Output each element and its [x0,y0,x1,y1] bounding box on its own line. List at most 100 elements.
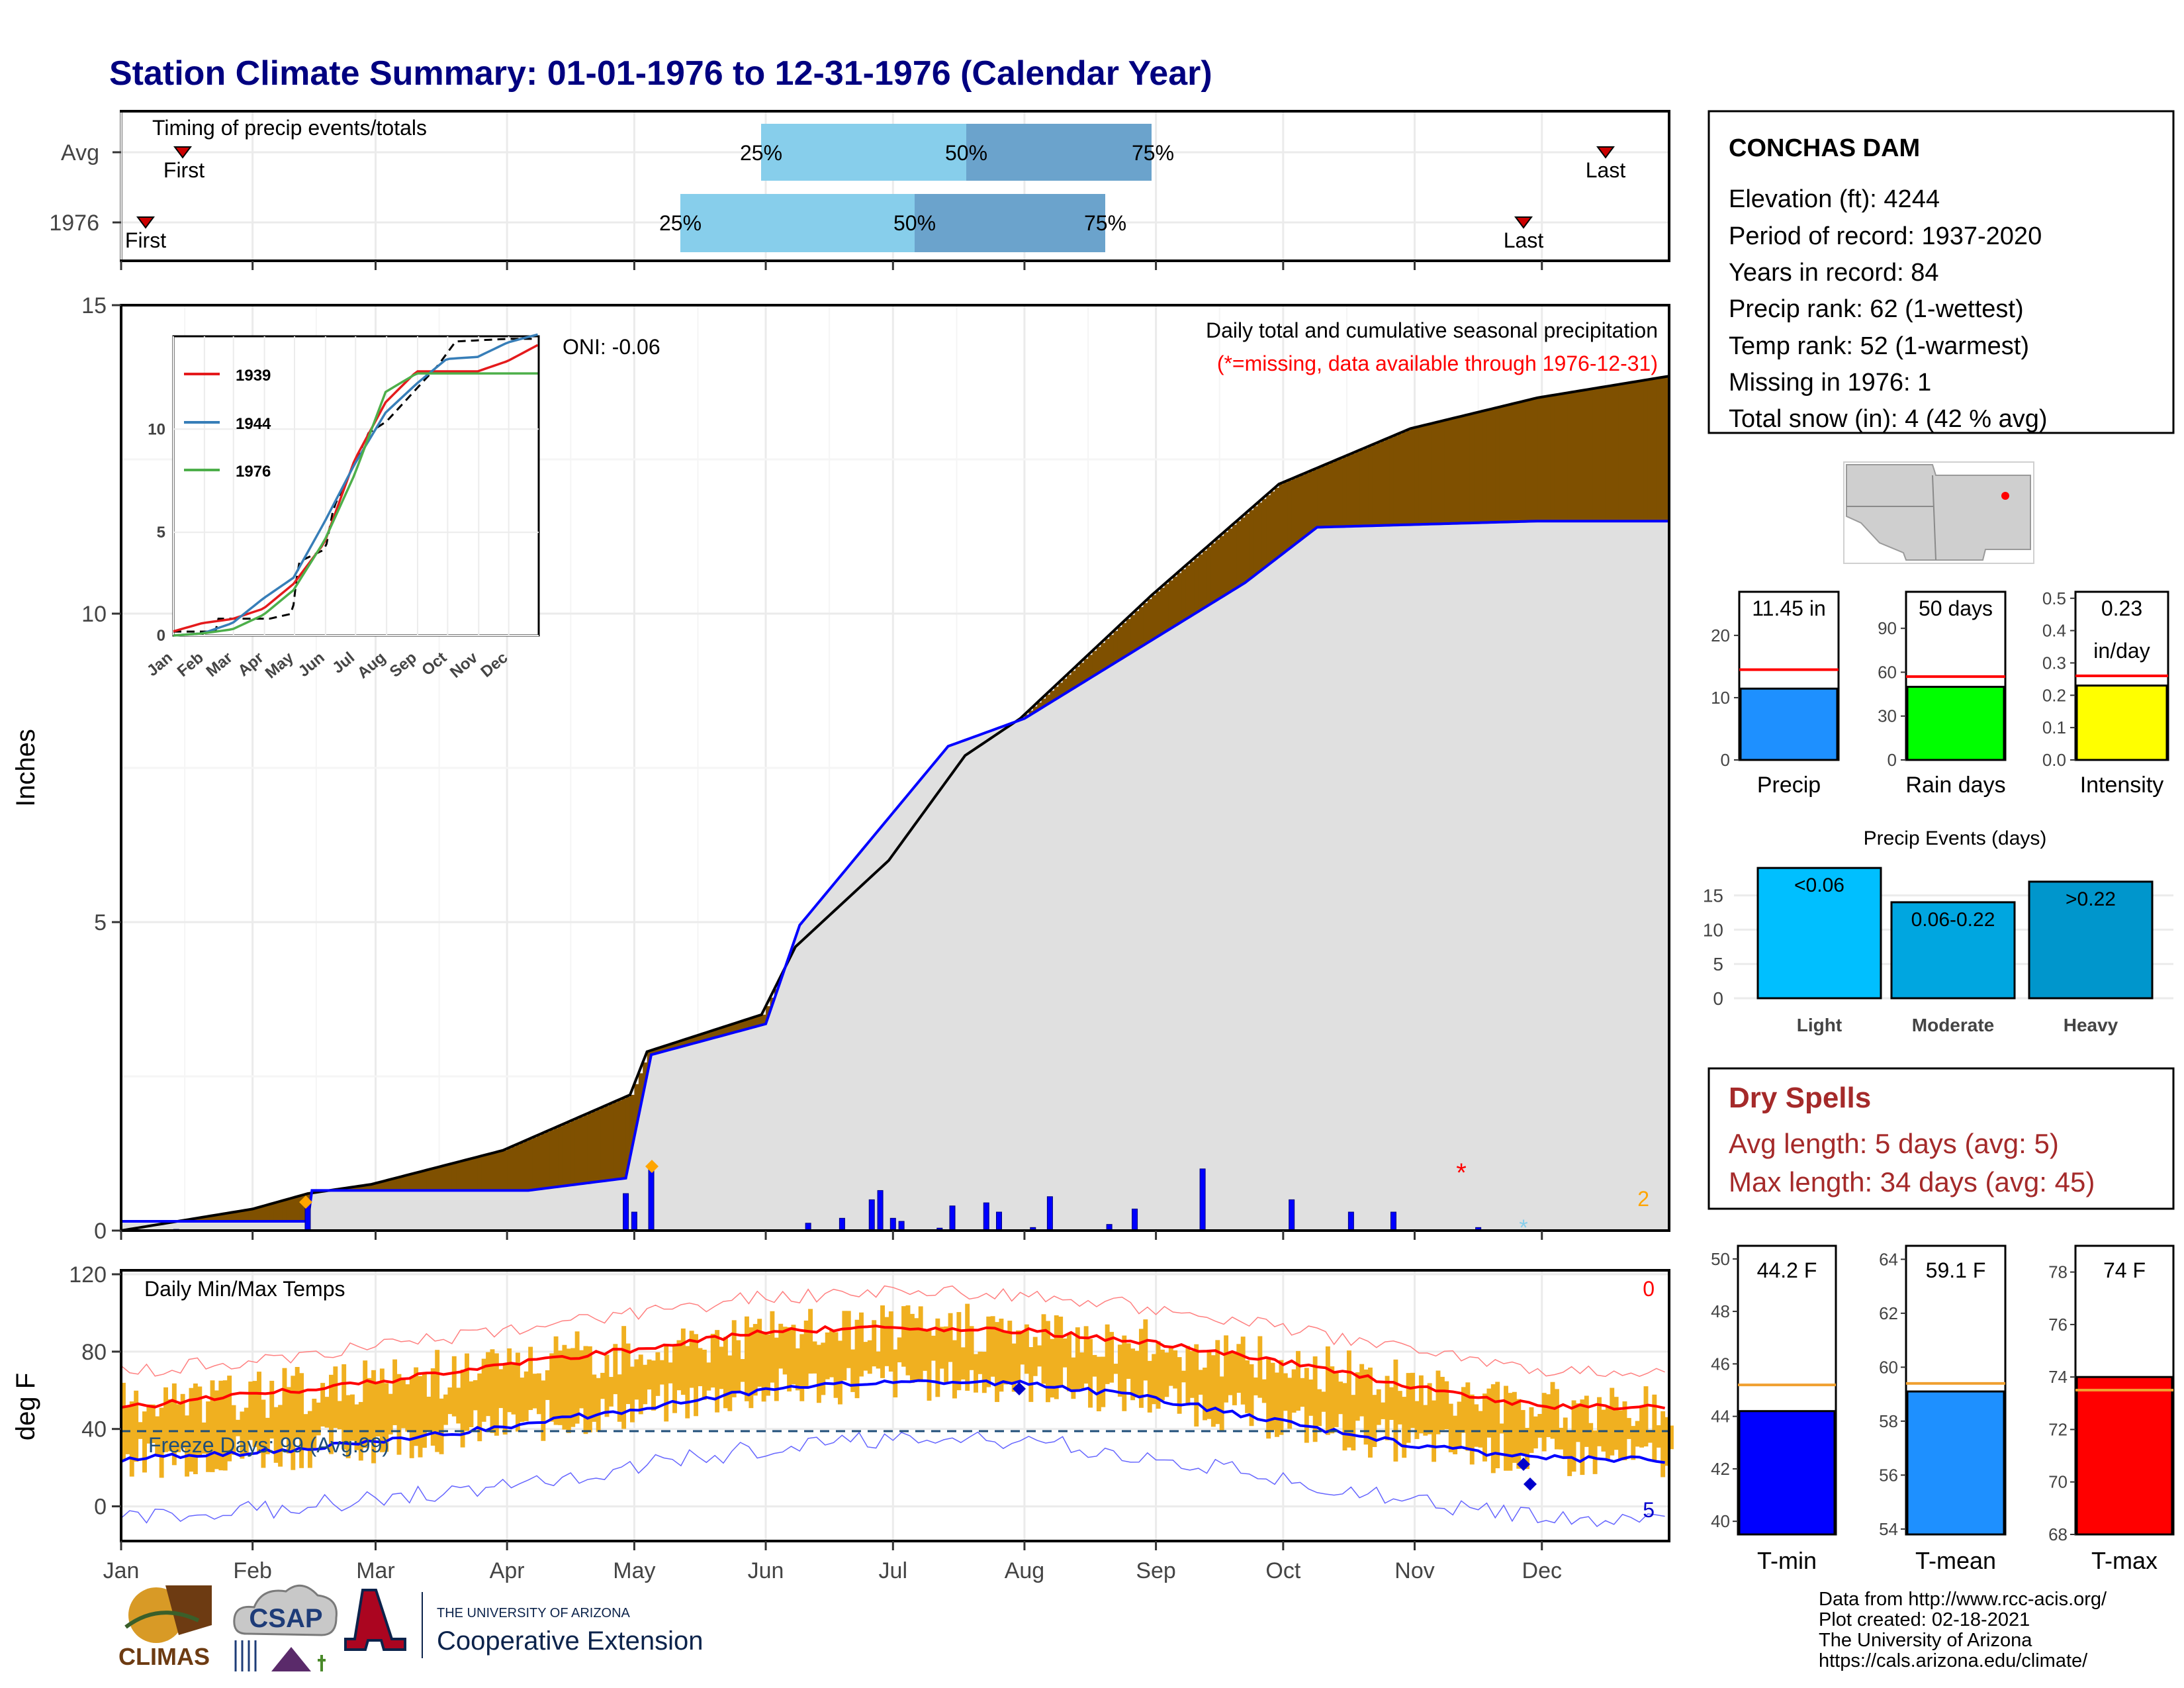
above-average-area [379,1182,385,1191]
above-average-area [1088,655,1093,680]
above-average-area [1045,694,1050,706]
above-average-area [1576,391,1581,522]
daily-temp-range-bar [1071,1357,1076,1399]
above-average-area [1287,480,1293,551]
month-label: Mar [356,1558,395,1583]
above-average-area [1071,671,1076,690]
above-average-area [698,1035,703,1043]
above-average-area [1109,635,1115,667]
daily-temp-range-bar [850,1349,856,1392]
daily-temp-range-bar [680,1328,686,1395]
month-label: Sep [1136,1558,1176,1583]
above-average-area [439,1166,444,1191]
daily-temp-range-bar [651,1360,656,1411]
daily-temp-range-bar [621,1326,627,1429]
ua-logo: THE UNIVERSITY OF ARIZONA Cooperative Ex… [344,1589,703,1658]
daily-temp-range-bar [345,1395,351,1458]
y1976-last-label: Last [1504,228,1544,252]
above-average-area [1240,517,1246,586]
above-average-area [222,1213,228,1222]
inset-series-1976 [173,372,538,637]
daily-temp-range-bar [757,1319,762,1387]
above-average-area [1126,619,1131,656]
temp-bar-tick-label: 58 [1879,1411,1898,1431]
daily-temp-range-bar [1105,1324,1110,1384]
above-average-area [1219,536,1224,599]
daily-temp-range-bar [379,1368,385,1452]
daily-temp-range-bar [1092,1354,1097,1377]
daily-precip-bar [949,1205,956,1231]
above-average-area [1427,424,1432,524]
cold-count: 5 [1643,1498,1655,1522]
record-cold-marker [1013,1382,1026,1395]
above-average-area [655,1049,660,1054]
daily-temp-range-bar [1584,1395,1589,1447]
daily-temp-range-bar [1567,1430,1572,1476]
above-average-area [1571,392,1576,522]
above-average-area [515,1145,520,1191]
above-average-area [1338,459,1343,527]
inset-y-tick-label: 5 [157,524,165,541]
daily-temp-range-bar [625,1343,631,1405]
timing-label: Timing of precip events/totals [152,116,427,140]
record-cold-marker [1517,1458,1530,1471]
events-tick-label: 10 [1703,919,1723,940]
above-average-area [553,1128,559,1188]
daily-temp-range-bar [909,1313,915,1383]
daily-temp-range-bar [469,1381,474,1427]
y-tick-label: 0 [94,1219,107,1244]
daily-temp-range-bar [579,1350,584,1409]
above-average-area [252,1209,257,1222]
daily-temp-range-bar [1020,1331,1025,1365]
daily-temp-range-bar [1550,1382,1555,1439]
events-bar-moderate [1890,901,2016,1000]
temp-bar-value [2075,1376,2173,1536]
above-average-area [1537,397,1543,522]
temp-panel-title: Daily Min/Max Temps [144,1277,345,1301]
daily-temp-range-bar [549,1353,555,1422]
daily-temp-range-bar [1435,1370,1441,1434]
daily-temp-range-bar [978,1351,983,1374]
above-average-area [528,1139,533,1191]
above-average-area [1270,491,1275,563]
mini-bar-value [1739,687,1839,761]
daily-temp-range-bar [1537,1413,1543,1438]
above-average-area [592,1111,597,1183]
daily-temp-range-bar [1249,1364,1254,1427]
daily-temp-range-bar [592,1374,597,1422]
above-average-area [1546,396,1551,522]
daily-temp-range-bar [171,1383,177,1466]
above-average-area [384,1181,389,1191]
daily-temp-range-bar [1664,1417,1670,1466]
daily-temp-range-bar [974,1354,978,1393]
daily-temp-range-bar [1359,1364,1365,1417]
daily-temp-range-bar [1287,1378,1293,1429]
above-average-area [1643,380,1649,522]
above-average-area [537,1135,542,1190]
csap-cactus-shape [318,1655,326,1671]
above-average-area [1266,495,1271,567]
above-average-area [638,1073,643,1117]
record-high-line [120,1285,1665,1378]
daily-temp-range-bar [1037,1345,1042,1367]
daily-temp-range-bar [129,1401,134,1477]
daily-temp-range-bar [604,1354,610,1417]
daily-temp-range-bar [600,1372,606,1399]
daily-temp-range-bar [1236,1344,1242,1393]
above-average-area [719,1028,724,1037]
daily-temp-range-bar [749,1327,754,1409]
climas-logo-text: CLIMAS [118,1643,210,1670]
y-tick-label: 0 [94,1495,107,1520]
above-average-area [1652,379,1657,522]
daily-temp-range-bar [1397,1391,1402,1425]
above-average-area [1381,441,1386,526]
daily-temp-range-bar [231,1405,236,1455]
above-average-area [1300,475,1305,541]
daily-temp-range-bar [1520,1410,1525,1455]
daily-temp-range-bar [948,1313,953,1362]
daily-temp-range-bar [698,1348,703,1387]
events-chart: 0 5 10 15 <0.06 Light 0.06-0.22 Moderate >0.22 He… [1703,865,2173,1035]
mini-bar-category-label: Intensity [2080,773,2164,798]
above-average-area [1432,423,1437,524]
daily-temp-range-bar [252,1381,257,1447]
